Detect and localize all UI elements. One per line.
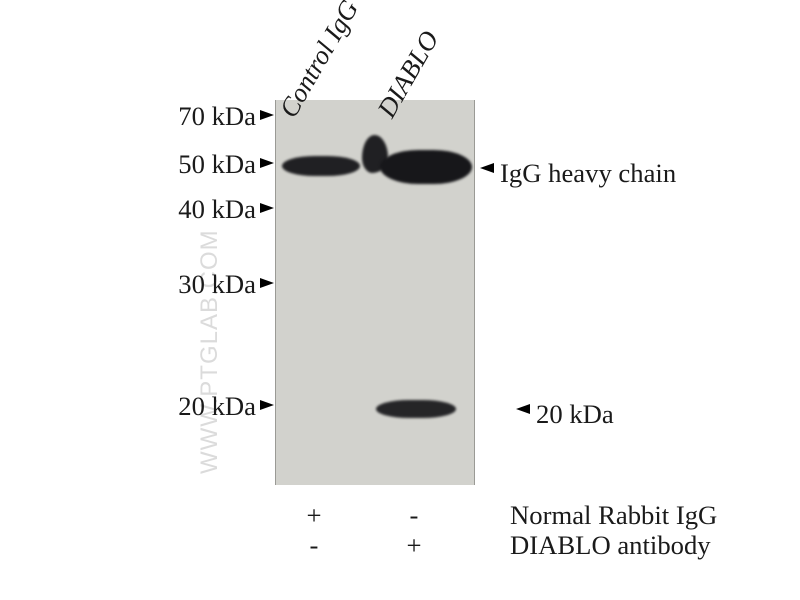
cond-symbol-r0-c0: +	[304, 500, 324, 531]
right-arrow-0	[480, 163, 494, 173]
right-arrow-1	[516, 404, 530, 414]
mw-arrow-1	[260, 158, 274, 168]
band-0	[282, 156, 360, 176]
right-label-1: 20 kDa	[536, 399, 614, 430]
band-3	[376, 400, 456, 418]
mw-arrow-0	[260, 110, 274, 120]
cond-symbol-r1-c0: -	[304, 530, 324, 561]
watermark-text: WWW.PTGLAB.COM	[196, 229, 224, 474]
cond-symbol-r1-c1: +	[404, 530, 424, 561]
cond-label-1: DIABLO antibody	[510, 530, 711, 561]
mw-arrow-3	[260, 278, 274, 288]
cond-label-0: Normal Rabbit IgG	[510, 500, 717, 531]
right-label-0: IgG heavy chain	[500, 158, 676, 189]
mw-arrow-2	[260, 203, 274, 213]
western-blot-figure: WWW.PTGLAB.COM Control IgGDIABLO 70 kDa5…	[0, 0, 800, 600]
mw-label-1: 50 kDa	[178, 149, 256, 180]
mw-label-3: 30 kDa	[178, 269, 256, 300]
band-2	[380, 150, 472, 184]
mw-label-2: 40 kDa	[178, 194, 256, 225]
cond-symbol-r0-c1: -	[404, 500, 424, 531]
mw-label-0: 70 kDa	[178, 101, 256, 132]
mw-arrow-4	[260, 400, 274, 410]
mw-label-4: 20 kDa	[178, 391, 256, 422]
